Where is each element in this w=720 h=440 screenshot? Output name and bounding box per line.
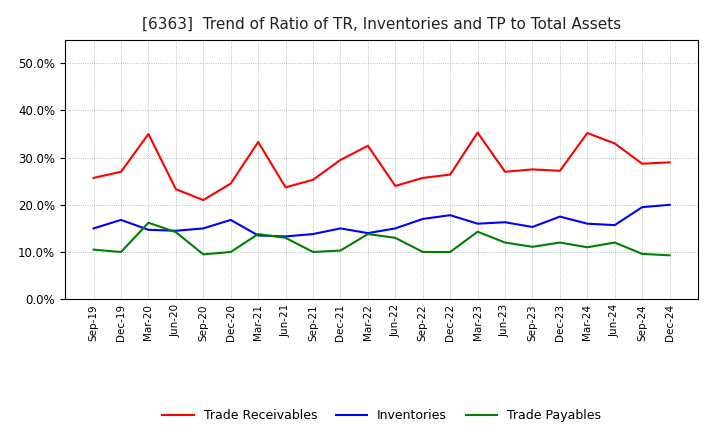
Inventories bbox=[364, 231, 372, 236]
Trade Payables bbox=[89, 247, 98, 252]
Trade Payables bbox=[665, 253, 674, 258]
Trade Receivables bbox=[611, 141, 619, 146]
Inventories bbox=[171, 228, 180, 233]
Trade Receivables bbox=[556, 168, 564, 173]
Title: [6363]  Trend of Ratio of TR, Inventories and TP to Total Assets: [6363] Trend of Ratio of TR, Inventories… bbox=[142, 16, 621, 32]
Trade Receivables bbox=[500, 169, 509, 174]
Inventories bbox=[665, 202, 674, 207]
Trade Receivables bbox=[638, 161, 647, 166]
Trade Payables bbox=[364, 231, 372, 237]
Trade Receivables bbox=[254, 139, 263, 145]
Inventories bbox=[528, 224, 537, 230]
Trade Payables bbox=[199, 252, 207, 257]
Trade Receivables bbox=[364, 143, 372, 148]
Trade Receivables bbox=[418, 175, 427, 180]
Inventories bbox=[282, 234, 290, 239]
Trade Receivables bbox=[446, 172, 454, 177]
Trade Receivables bbox=[171, 187, 180, 192]
Trade Payables bbox=[171, 230, 180, 235]
Trade Receivables bbox=[199, 198, 207, 203]
Trade Payables bbox=[500, 240, 509, 245]
Trade Payables bbox=[254, 231, 263, 237]
Inventories bbox=[583, 221, 592, 226]
Inventories bbox=[144, 227, 153, 232]
Trade Payables bbox=[638, 251, 647, 257]
Line: Inventories: Inventories bbox=[94, 205, 670, 236]
Inventories bbox=[117, 217, 125, 223]
Inventories bbox=[226, 217, 235, 223]
Trade Receivables bbox=[665, 160, 674, 165]
Inventories bbox=[500, 220, 509, 225]
Trade Payables bbox=[583, 245, 592, 250]
Inventories bbox=[309, 231, 318, 237]
Trade Payables bbox=[528, 244, 537, 249]
Trade Payables bbox=[144, 220, 153, 225]
Trade Payables bbox=[473, 229, 482, 235]
Inventories bbox=[254, 233, 263, 238]
Trade Receivables bbox=[583, 130, 592, 136]
Inventories bbox=[473, 221, 482, 226]
Inventories bbox=[391, 226, 400, 231]
Trade Receivables bbox=[391, 183, 400, 189]
Trade Payables bbox=[611, 240, 619, 245]
Inventories bbox=[638, 205, 647, 210]
Line: Trade Payables: Trade Payables bbox=[94, 223, 670, 255]
Inventories bbox=[336, 226, 345, 231]
Inventories bbox=[89, 226, 98, 231]
Trade Payables bbox=[309, 249, 318, 255]
Inventories bbox=[418, 216, 427, 222]
Inventories bbox=[199, 226, 207, 231]
Trade Receivables bbox=[144, 132, 153, 137]
Trade Receivables bbox=[282, 185, 290, 190]
Trade Payables bbox=[556, 240, 564, 245]
Trade Receivables bbox=[473, 130, 482, 135]
Trade Payables bbox=[446, 249, 454, 255]
Trade Payables bbox=[117, 249, 125, 255]
Trade Receivables bbox=[309, 177, 318, 183]
Trade Payables bbox=[226, 249, 235, 255]
Inventories bbox=[446, 213, 454, 218]
Trade Receivables bbox=[226, 181, 235, 186]
Trade Payables bbox=[391, 235, 400, 241]
Inventories bbox=[556, 214, 564, 219]
Trade Receivables bbox=[336, 158, 345, 163]
Trade Receivables bbox=[117, 169, 125, 174]
Trade Receivables bbox=[528, 167, 537, 172]
Trade Payables bbox=[282, 235, 290, 241]
Trade Payables bbox=[418, 249, 427, 255]
Line: Trade Receivables: Trade Receivables bbox=[94, 132, 670, 200]
Legend: Trade Receivables, Inventories, Trade Payables: Trade Receivables, Inventories, Trade Pa… bbox=[157, 404, 606, 427]
Trade Payables bbox=[336, 248, 345, 253]
Inventories bbox=[611, 223, 619, 228]
Trade Receivables bbox=[89, 175, 98, 180]
